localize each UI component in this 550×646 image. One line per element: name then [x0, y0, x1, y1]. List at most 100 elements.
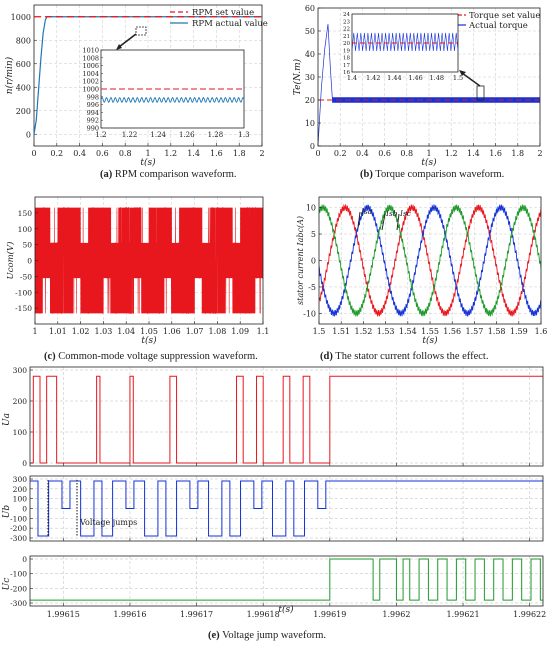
y-tick-label: 200: [16, 107, 31, 116]
inset-y-tick-label: 996: [87, 101, 99, 109]
y-tick-label: -200: [10, 524, 27, 533]
x-tick-label: 1.99616: [113, 610, 146, 619]
x-tick-label: 1.6: [535, 327, 548, 336]
x-tick-label: 0.2: [50, 149, 63, 158]
chart-b-xlabel: t(s): [421, 157, 437, 168]
legend-entry: Torque set value: [469, 11, 540, 21]
zoom-arrow: [118, 33, 137, 48]
chart-e-plot: [30, 375, 543, 464]
inset-y-tick-label: 1008: [82, 54, 99, 62]
zoom-arrow: [461, 72, 481, 87]
y-tick-label: 0: [22, 505, 27, 514]
series-isc: [319, 204, 541, 317]
chart-c-ylabel: Ucom(V): [5, 242, 16, 280]
y-tick-label: 0: [22, 459, 27, 468]
x-tick-label: 2: [259, 149, 264, 158]
x-tick-label: 1.99621: [447, 610, 480, 619]
y-tick-label: -100: [10, 514, 27, 523]
x-tick-label: 1.51: [332, 327, 350, 336]
x-tick-label: 0.8: [400, 149, 413, 158]
inset-x-tick: 1.3: [238, 131, 249, 139]
chart-e-frame-1: [29, 366, 544, 467]
y-tick-label: 0: [22, 555, 27, 564]
y-tick-label: -50: [20, 272, 32, 281]
x-tick-label: 1.8: [233, 149, 246, 158]
x-tick-label: 1.57: [465, 327, 483, 336]
y-tick-label: 50: [22, 241, 32, 250]
inset-actual-line: [100, 96, 245, 104]
y-tick-label: 0: [26, 130, 31, 139]
chart-c-xlabel: t(s): [141, 335, 157, 346]
inset-x-tick: 1.26: [179, 131, 195, 139]
inset-x-tick: 1.28: [208, 131, 224, 139]
inset-y-tick-label: 16: [343, 70, 350, 76]
inset-y-tick-label: 990: [87, 125, 99, 133]
inset-y-tick-label: 17: [343, 63, 350, 69]
inset-x-tick: 1.4: [347, 74, 357, 82]
series-isb: [319, 204, 541, 317]
inset-y-tick-label: 18: [343, 56, 350, 62]
series-uc: [30, 558, 543, 601]
x-tick-label: 0: [315, 149, 320, 158]
x-tick-label: 1.09: [231, 327, 249, 336]
y-tick-label: 40: [305, 50, 315, 59]
chart-e-ylabel: Uc: [2, 578, 12, 591]
legend-entry: RPM actual value: [192, 19, 268, 29]
y-tick-label: 100: [13, 495, 28, 504]
chart-e-frame-3: [29, 555, 544, 607]
inset-y-tick-label: 24: [343, 12, 350, 18]
y-tick-label: 300: [13, 475, 28, 484]
chart-d-plot: [319, 203, 541, 317]
phase-label: Isb: [385, 209, 398, 218]
x-tick-label: 1.1: [257, 327, 270, 336]
inset-y-tick-label: 994: [87, 109, 99, 117]
x-tick-label: 1.06: [163, 327, 181, 336]
series-actual-torque: [318, 24, 540, 146]
y-tick-label: 30: [305, 73, 315, 82]
inset-y-tick-label: 1002: [82, 78, 99, 86]
phase-label: Isa: [360, 207, 372, 216]
series-isa: [319, 203, 541, 317]
y-tick-label: 300: [13, 366, 28, 375]
x-tick-label: 1.99622: [513, 610, 546, 619]
y-tick-label: 800: [16, 36, 31, 45]
y-tick-label: 20: [305, 96, 315, 105]
inset-y-tick-label: 998: [87, 93, 99, 101]
x-tick-label: 1.01: [49, 327, 67, 336]
x-tick-label: 1.8: [511, 149, 524, 158]
y-tick-label: 400: [16, 83, 31, 92]
inset-y-tick-label: 1010: [82, 47, 99, 55]
x-tick-label: 1.04: [117, 327, 135, 336]
x-tick-label: 1.2: [445, 149, 458, 158]
x-tick-label: 0.6: [378, 149, 391, 158]
chart-e-ylabel: Ua: [2, 413, 12, 426]
inset-actual-torque: [351, 32, 459, 52]
x-tick-label: 0.4: [73, 149, 86, 158]
x-tick-label: 1.56: [443, 327, 461, 336]
caption-a: (a) RPM comparison waveform.: [100, 169, 237, 180]
phase-arrow: [357, 211, 361, 229]
y-tick-label: -100: [15, 288, 32, 297]
inset-y-tick-label: 1004: [82, 70, 99, 78]
y-tick-label: 200: [13, 485, 28, 494]
x-tick-label: 1.52: [354, 327, 372, 336]
series-ua: [30, 375, 543, 464]
chart-d-ylabel: stator current Iabc(A): [296, 216, 305, 305]
x-tick-label: 1.08: [208, 327, 226, 336]
series-ub: [30, 480, 543, 537]
x-tick-label: 1.6: [210, 149, 223, 158]
inset-y-tick-label: 1006: [82, 62, 99, 70]
x-tick-label: 1.99617: [180, 610, 213, 619]
x-tick-label: 1.2: [164, 149, 177, 158]
chart-a-xlabel: t(s): [140, 157, 156, 168]
chart-a-ylabel: n(r/min): [4, 56, 15, 94]
inset-x-tick: 1.2: [95, 131, 106, 139]
x-tick-label: 1.6: [489, 149, 502, 158]
legend-entry: RPM set value: [192, 8, 254, 18]
x-tick-label: 1.07: [186, 327, 204, 336]
zoom-box: [135, 26, 147, 36]
x-tick-label: 1.4: [187, 149, 200, 158]
x-tick-label: 1.99619: [313, 610, 346, 619]
chart-b-ylabel: Te(N.m): [292, 58, 303, 95]
x-tick-label: 1.05: [140, 327, 158, 336]
